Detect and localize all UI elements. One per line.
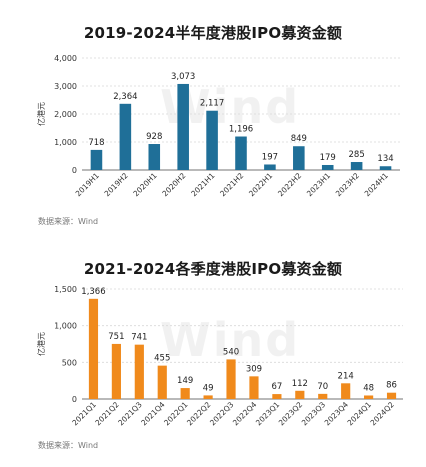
x-tick-label: 2023H2 bbox=[334, 171, 361, 198]
x-tick-label: 2023Q4 bbox=[323, 400, 351, 428]
data-label: 67 bbox=[271, 382, 282, 392]
x-tick-label: 2023Q1 bbox=[254, 400, 282, 428]
data-label: 751 bbox=[108, 332, 124, 342]
x-tick-label: 2023H1 bbox=[305, 171, 332, 198]
y-tick-label: 500 bbox=[62, 358, 77, 367]
x-tick-label: 2022Q2 bbox=[185, 400, 213, 428]
data-label: 718 bbox=[88, 138, 104, 148]
bar-chart-quarterly: 0 500 1,000 1,500 亿港元 1,366 2021Q1 751 2021Q2 741… bbox=[36, 285, 403, 428]
x-tick-label: 2024Q2 bbox=[369, 400, 397, 428]
x-tick-label: 2020H2 bbox=[160, 171, 187, 198]
bar bbox=[249, 376, 259, 399]
bar bbox=[88, 298, 99, 399]
bar bbox=[177, 83, 189, 170]
x-tick-label: 2022Q4 bbox=[231, 400, 259, 428]
data-label: 928 bbox=[146, 132, 162, 142]
y-axis-label: 亿港元 bbox=[36, 332, 46, 356]
data-label: 540 bbox=[223, 347, 239, 357]
data-label: 2,117 bbox=[200, 99, 224, 109]
bar bbox=[111, 343, 121, 399]
bar bbox=[180, 388, 190, 399]
bar bbox=[119, 103, 132, 170]
bar bbox=[206, 110, 218, 170]
data-label: 179 bbox=[320, 153, 336, 163]
bar bbox=[293, 146, 305, 170]
x-tick-label: 2020H1 bbox=[131, 171, 158, 198]
x-tick-label: 2021H2 bbox=[218, 171, 245, 198]
x-tick-label: 2024H1 bbox=[363, 171, 390, 198]
chart-title: 2019-2024半年度港股IPO募资金额 bbox=[83, 24, 343, 42]
bar bbox=[264, 164, 276, 170]
data-label: 849 bbox=[291, 134, 307, 144]
x-tick-label: 2021Q4 bbox=[139, 400, 167, 428]
y-tick-label: 0 bbox=[72, 395, 77, 404]
bar bbox=[148, 144, 161, 170]
data-label: 285 bbox=[349, 150, 365, 160]
data-label: 455 bbox=[154, 354, 170, 364]
bar bbox=[341, 383, 351, 399]
y-tick-label: 4,000 bbox=[54, 54, 77, 63]
bar bbox=[295, 390, 305, 399]
y-tick-label: 1,000 bbox=[54, 322, 77, 331]
data-label: 2,364 bbox=[113, 92, 137, 102]
bar bbox=[134, 344, 144, 399]
y-tick-label: 1,000 bbox=[54, 138, 77, 147]
data-label: 197 bbox=[262, 152, 278, 162]
x-tick-label: 2022H1 bbox=[247, 171, 274, 198]
bar bbox=[90, 149, 103, 170]
data-label: 214 bbox=[338, 371, 354, 381]
x-tick-label: 2021Q1 bbox=[70, 400, 98, 428]
data-label: 134 bbox=[377, 154, 393, 164]
bar bbox=[386, 392, 397, 399]
data-label: 149 bbox=[177, 376, 193, 386]
x-tick-label: 2024Q1 bbox=[346, 400, 374, 428]
source-note: 数据来源：Wind bbox=[38, 217, 99, 226]
source-note: 数据来源：Wind bbox=[38, 441, 99, 450]
chart-title: 2021-2024各季度港股IPO募资金额 bbox=[83, 260, 343, 278]
y-tick-label: 1,500 bbox=[54, 285, 77, 294]
bar bbox=[364, 395, 374, 399]
bar bbox=[203, 395, 213, 399]
data-label: 49 bbox=[203, 383, 214, 393]
x-tick-label: 2021H1 bbox=[189, 171, 216, 198]
data-label: 3,073 bbox=[171, 72, 195, 82]
x-tick-label: 2019H1 bbox=[74, 171, 101, 198]
bar bbox=[318, 393, 328, 399]
watermark: Wind bbox=[160, 313, 301, 367]
x-tick-label: 2022Q1 bbox=[162, 400, 190, 428]
y-axis-label: 亿港元 bbox=[36, 102, 46, 126]
data-label: 112 bbox=[292, 379, 308, 389]
bar bbox=[350, 162, 363, 170]
y-tick-label: 2,000 bbox=[54, 110, 77, 119]
data-label: 1,366 bbox=[81, 287, 105, 297]
bar bbox=[379, 166, 392, 170]
bar bbox=[272, 394, 282, 399]
y-tick-label: 0 bbox=[72, 166, 77, 175]
bar-chart-half-year: 0 1,000 2,000 3,000 4,000 亿港元 718 2019H1 2,364 20… bbox=[36, 54, 400, 198]
bar bbox=[235, 136, 247, 170]
x-tick-label: 2023Q2 bbox=[277, 400, 305, 428]
x-tick-label: 2022H2 bbox=[276, 171, 303, 198]
chart-panel-half-year: 2019-2024半年度港股IPO募资金额 Wind 0 1,000 2,000 3,… bbox=[36, 24, 400, 226]
chart-panel-quarterly: 2021-2024各季度港股IPO募资金额 Wind 0 500 1,000 1,50… bbox=[0, 235, 426, 467]
data-label: 1,196 bbox=[229, 125, 253, 135]
data-label: 741 bbox=[131, 333, 147, 343]
y-tick-label: 3,000 bbox=[54, 82, 77, 91]
bar bbox=[226, 359, 236, 399]
x-tick-label: 2021Q2 bbox=[93, 400, 121, 428]
x-tick-label: 2019H2 bbox=[103, 171, 130, 198]
data-label: 309 bbox=[246, 364, 262, 374]
data-label: 48 bbox=[363, 383, 374, 393]
bar bbox=[157, 365, 167, 399]
data-label: 86 bbox=[386, 381, 397, 391]
data-label: 70 bbox=[317, 382, 328, 392]
x-tick-label: 2021Q3 bbox=[116, 400, 144, 428]
bar bbox=[321, 164, 334, 170]
x-tick-label: 2022Q3 bbox=[208, 400, 236, 428]
x-tick-label: 2023Q3 bbox=[300, 400, 328, 428]
